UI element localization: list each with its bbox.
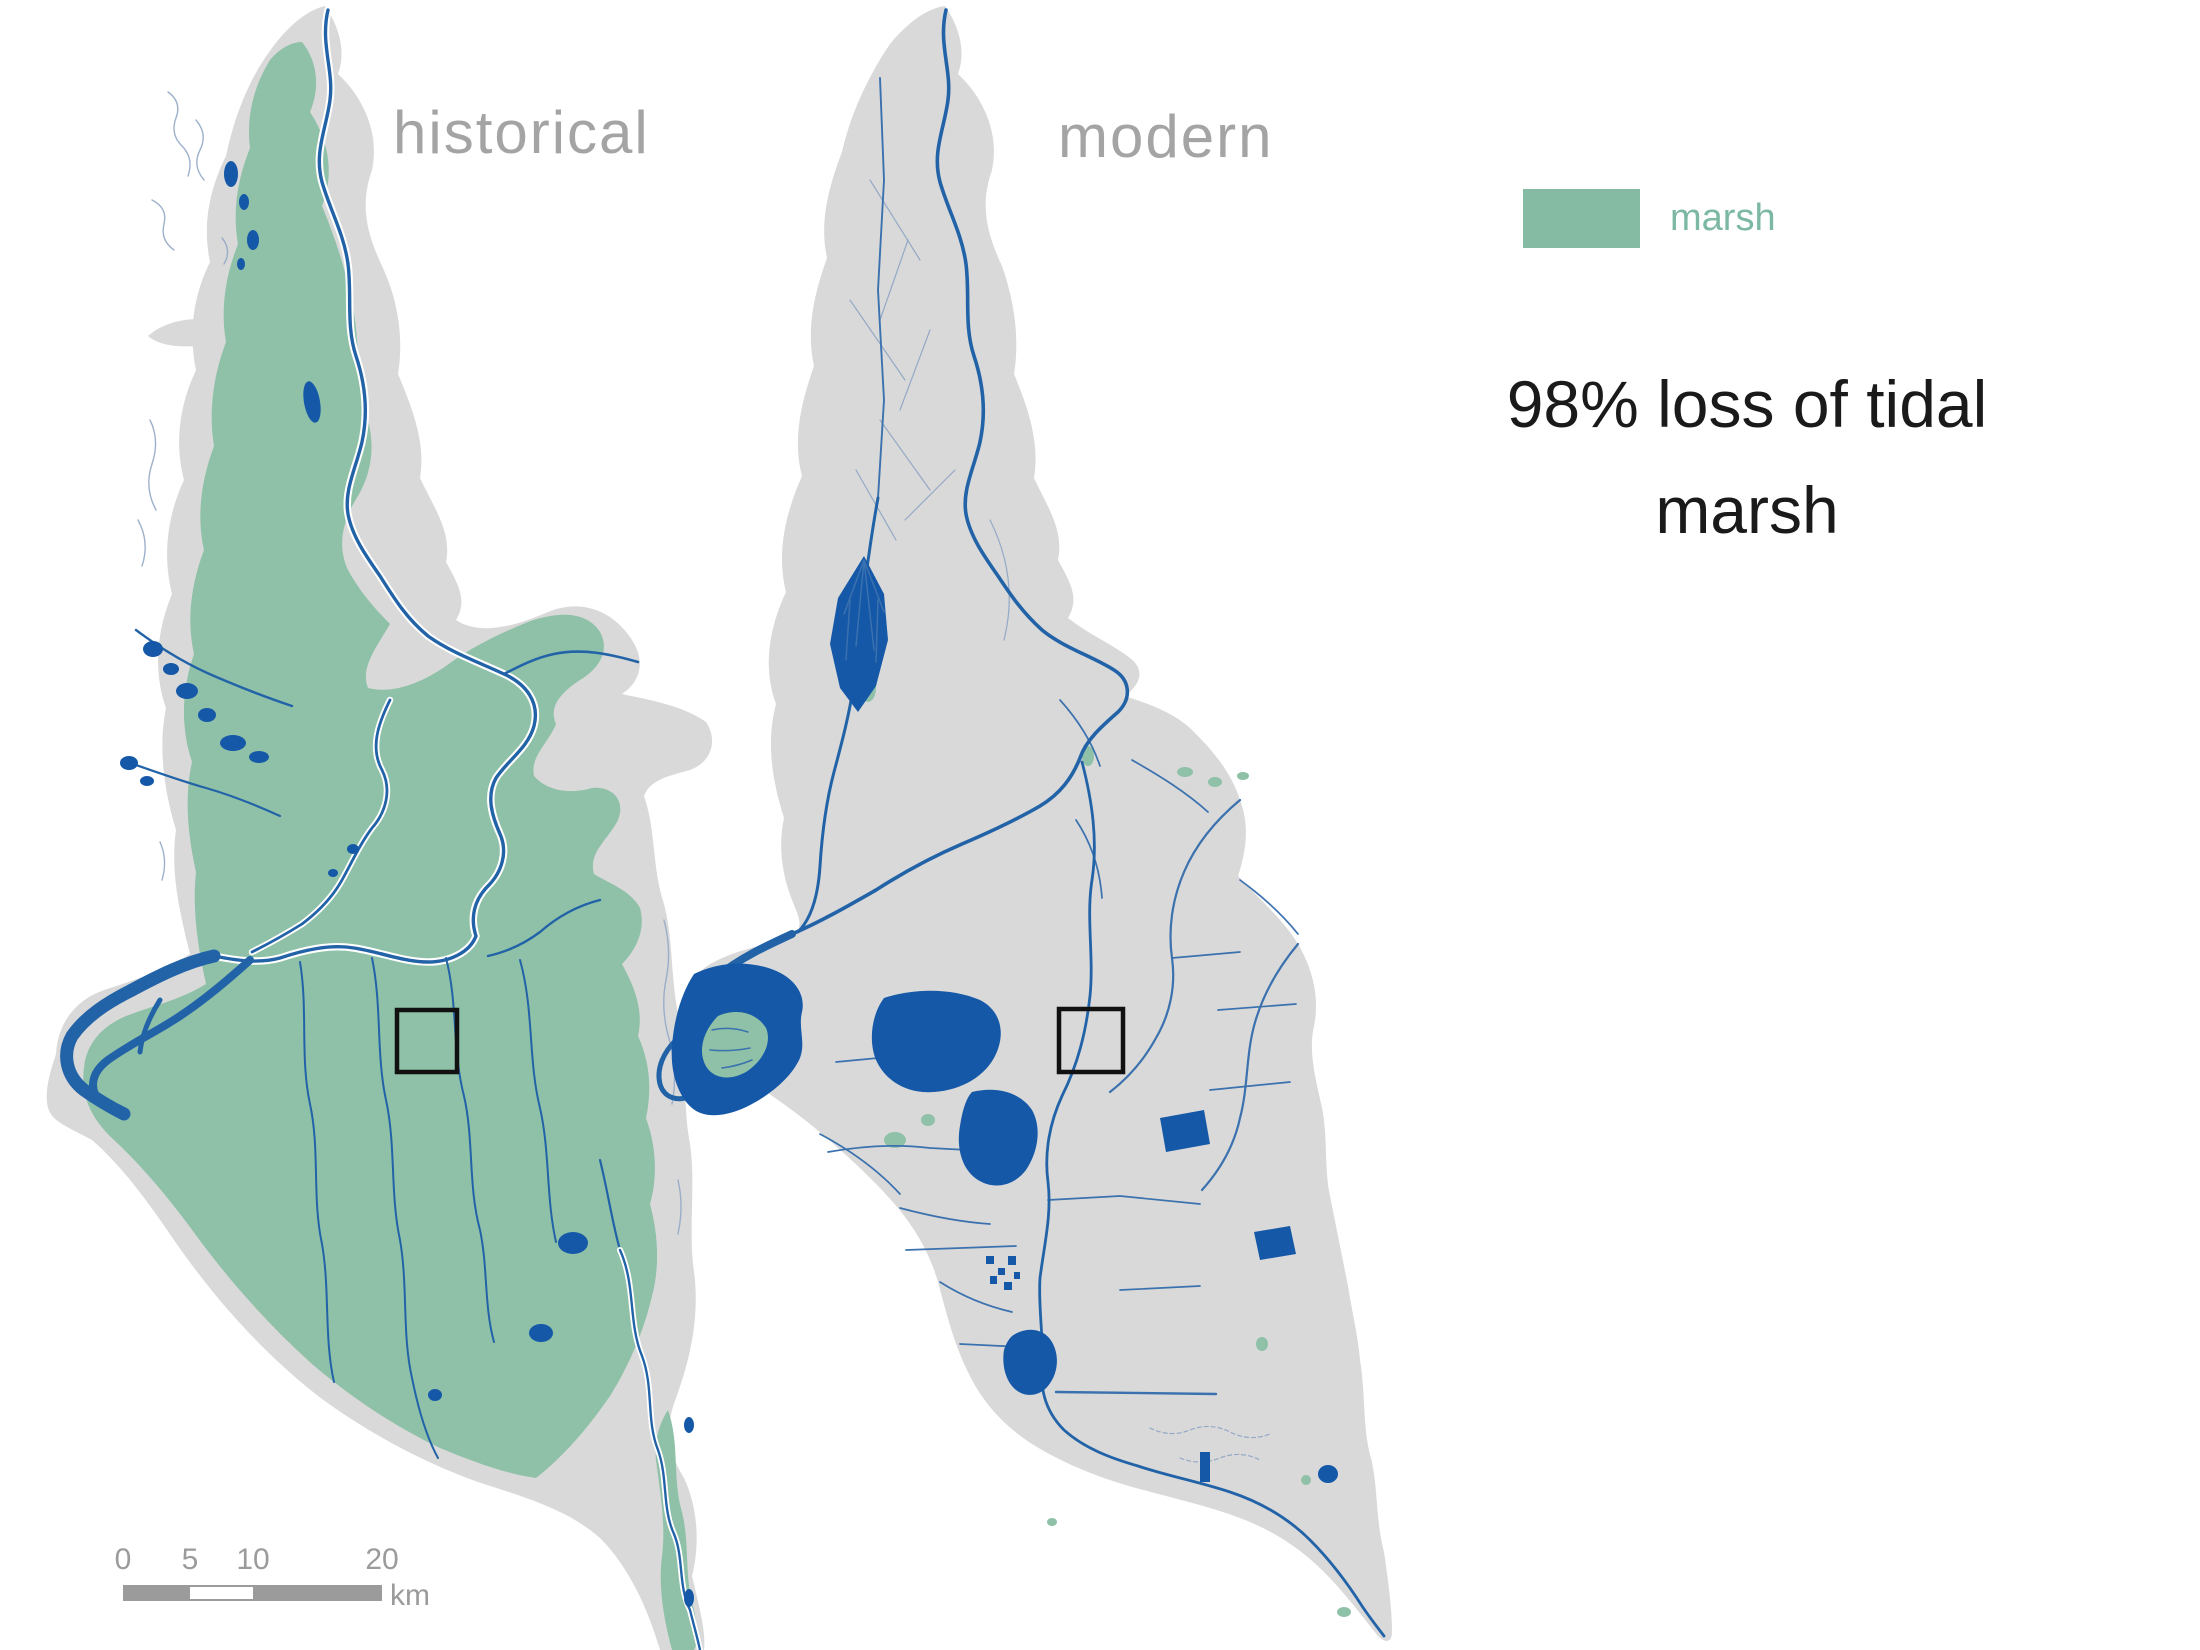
modern-floodplain-boundary: [687, 6, 1392, 1641]
meander-channel: [250, 698, 392, 954]
modern-inset-extent-box: [1056, 1006, 1126, 1075]
flooded-area: [958, 1089, 1038, 1186]
dendritic-fan: [830, 556, 888, 712]
tributary: [120, 758, 282, 818]
scale-tick-5: 5: [181, 1543, 199, 1576]
tributary: [502, 650, 640, 676]
reservoir: [1254, 1226, 1296, 1260]
modern-map: [656, 6, 1392, 1641]
scale-bar-gap: [190, 1587, 253, 1599]
modern-water-bodies: [671, 963, 1338, 1483]
canal-segment: [1200, 1452, 1210, 1482]
wetland-speckles: [986, 1256, 1020, 1290]
scale-bar: 0 5 10 20 km: [115, 1543, 443, 1613]
scale-tick-20: 20: [365, 1543, 399, 1576]
tail-river: [618, 1248, 702, 1650]
main-river: [212, 8, 537, 964]
delta-channel: [89, 956, 254, 1106]
historical-marsh-area: [83, 42, 658, 1478]
historical-lakes: [120, 161, 694, 1607]
scale-unit-label: km: [390, 1579, 430, 1612]
scale-tick-0: 0: [114, 1543, 132, 1576]
flooded-area: [871, 990, 1001, 1093]
fan-branches: [843, 559, 885, 663]
historical-marsh-tail: [655, 1410, 697, 1650]
marsh-legend-swatch: [1523, 189, 1640, 248]
oxbow-lake: [1318, 1465, 1338, 1483]
south-stream: [371, 957, 439, 1459]
south-stream: [598, 1158, 622, 1252]
scale-tick-10: 10: [236, 1543, 270, 1576]
tributary: [486, 898, 602, 958]
delta-channel: [137, 997, 163, 1055]
historical-map-label: historical: [393, 99, 650, 166]
south-stream: [519, 959, 557, 1243]
marsh-legend-label: marsh: [1670, 197, 1776, 239]
teardrop-lake: [1003, 1329, 1057, 1395]
headline-text: 98% loss of tidal marsh: [1506, 367, 1988, 547]
scale-bar-rule: [123, 1585, 382, 1601]
reservoir: [1160, 1110, 1210, 1152]
historical-west-arm: [148, 319, 233, 347]
straight-canal: [877, 77, 885, 499]
modern-map-label: modern: [1058, 103, 1274, 170]
south-stream: [299, 961, 335, 1383]
remnant-marsh-channels: [709, 1027, 753, 1069]
estuary-spur: [656, 1037, 693, 1102]
historical-map: [46, 6, 713, 1650]
legend: marsh: [1523, 189, 1776, 248]
historical-rivers: [60, 6, 703, 1650]
historical-inset-extent-box: [394, 1007, 460, 1075]
main-river: [790, 8, 1130, 936]
